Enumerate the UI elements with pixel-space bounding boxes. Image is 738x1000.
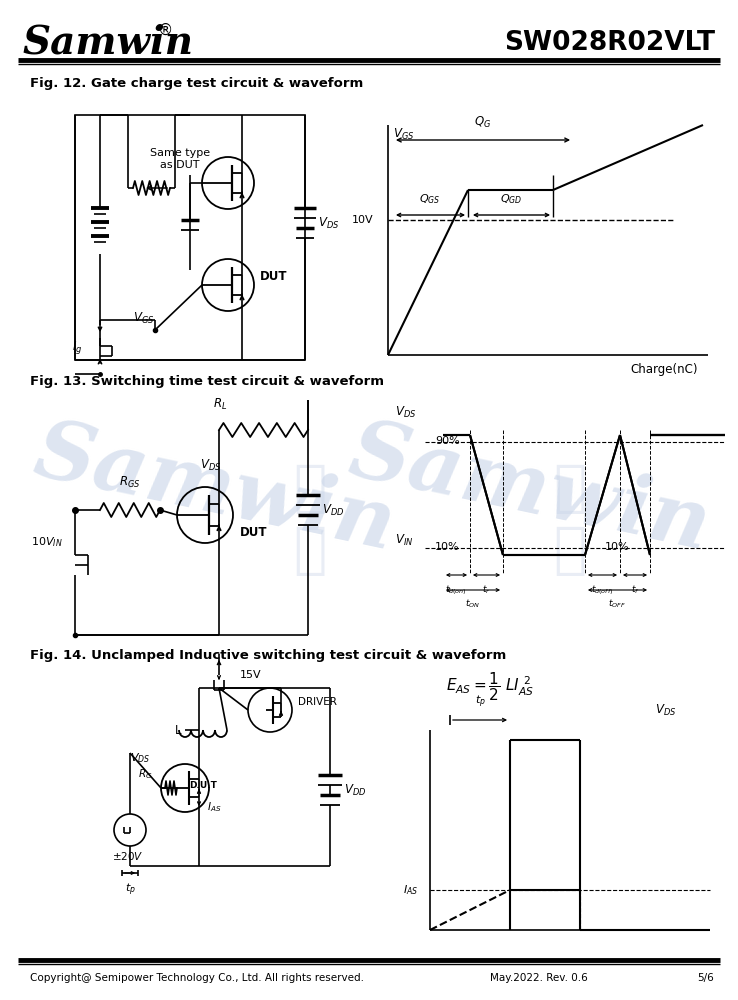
Text: $R_L$: $R_L$ bbox=[213, 397, 227, 412]
Text: $t_p$: $t_p$ bbox=[475, 694, 486, 710]
Text: DUT: DUT bbox=[240, 526, 267, 540]
Text: SW028R02VLT: SW028R02VLT bbox=[504, 30, 715, 56]
Text: $V_{GS}$: $V_{GS}$ bbox=[393, 127, 414, 142]
Text: 邮
部: 邮 部 bbox=[294, 462, 327, 578]
Text: $V_{DS}$: $V_{DS}$ bbox=[395, 405, 416, 420]
Text: $I_g$: $I_g$ bbox=[72, 340, 82, 357]
Text: Samwin: Samwin bbox=[22, 24, 193, 62]
Text: $V_{DS}$: $V_{DS}$ bbox=[200, 457, 221, 473]
Text: $V_{DS}$: $V_{DS}$ bbox=[655, 702, 676, 718]
Text: $I_{AS}$: $I_{AS}$ bbox=[403, 883, 418, 897]
Text: $I_{AS}$: $I_{AS}$ bbox=[207, 800, 221, 814]
Text: $V_{DD}$: $V_{DD}$ bbox=[322, 502, 345, 518]
Text: 10%: 10% bbox=[435, 542, 460, 552]
Text: $Q_{GD}$: $Q_{GD}$ bbox=[500, 192, 523, 206]
Text: Fig. 14. Unclamped Inductive switching test circuit & waveform: Fig. 14. Unclamped Inductive switching t… bbox=[30, 648, 506, 662]
Bar bbox=[75, 115, 305, 360]
Text: $t_{OFF}$: $t_{OFF}$ bbox=[608, 598, 626, 610]
Text: ®: ® bbox=[158, 22, 173, 37]
Text: $R_{GS}$: $R_{GS}$ bbox=[120, 475, 141, 490]
Text: Charge(nC): Charge(nC) bbox=[630, 363, 698, 376]
Text: as DUT: as DUT bbox=[160, 160, 200, 170]
Text: Fig. 12. Gate charge test circuit & waveform: Fig. 12. Gate charge test circuit & wave… bbox=[30, 78, 363, 91]
Text: $t_{ON}$: $t_{ON}$ bbox=[466, 598, 480, 610]
Text: $V_{DS}$: $V_{DS}$ bbox=[130, 751, 151, 765]
Text: $t_r$: $t_r$ bbox=[482, 583, 490, 595]
Text: $E_{AS} = \dfrac{1}{2}\ L I_{AS}^{\ 2}$: $E_{AS} = \dfrac{1}{2}\ L I_{AS}^{\ 2}$ bbox=[446, 670, 534, 703]
Text: $V_{GS}$: $V_{GS}$ bbox=[133, 310, 154, 326]
Text: $Q_{GS}$: $Q_{GS}$ bbox=[419, 192, 441, 206]
Text: $t_{d(on)}$: $t_{d(on)}$ bbox=[445, 583, 467, 597]
Text: 5/6: 5/6 bbox=[697, 973, 714, 983]
Text: May.2022. Rev. 0.6: May.2022. Rev. 0.6 bbox=[490, 973, 587, 983]
Text: DRIVER: DRIVER bbox=[298, 697, 337, 707]
Text: $V_{DD}$: $V_{DD}$ bbox=[344, 782, 366, 798]
Text: L: L bbox=[175, 724, 182, 736]
Text: 邮
部: 邮 部 bbox=[554, 462, 587, 578]
Text: $V_{DS}$: $V_{DS}$ bbox=[318, 215, 339, 231]
Text: D.U.T: D.U.T bbox=[189, 780, 217, 790]
Text: Copyright@ Semipower Technology Co., Ltd. All rights reserved.: Copyright@ Semipower Technology Co., Ltd… bbox=[30, 973, 364, 983]
Text: Samwin: Samwin bbox=[342, 413, 717, 567]
Text: Same type: Same type bbox=[150, 148, 210, 158]
Text: $t_p$: $t_p$ bbox=[125, 882, 136, 898]
Text: DUT: DUT bbox=[260, 270, 288, 284]
Text: 10%: 10% bbox=[605, 542, 630, 552]
Text: $\pm 20V$: $\pm 20V$ bbox=[112, 850, 144, 862]
Text: 90%: 90% bbox=[435, 436, 460, 446]
Text: $Q_G$: $Q_G$ bbox=[475, 115, 492, 130]
Text: $R_G$: $R_G$ bbox=[138, 767, 152, 781]
Text: $t_{d(off)}$: $t_{d(off)}$ bbox=[591, 583, 613, 597]
Text: $t_f$: $t_f$ bbox=[631, 583, 639, 595]
Text: $10V_{IN}$: $10V_{IN}$ bbox=[31, 535, 63, 549]
Text: Fig. 13. Switching time test circuit & waveform: Fig. 13. Switching time test circuit & w… bbox=[30, 375, 384, 388]
Text: Samwin: Samwin bbox=[27, 413, 402, 567]
Text: 15V: 15V bbox=[240, 670, 262, 680]
Text: 10V: 10V bbox=[351, 215, 373, 225]
Text: $V_{IN}$: $V_{IN}$ bbox=[395, 532, 413, 548]
